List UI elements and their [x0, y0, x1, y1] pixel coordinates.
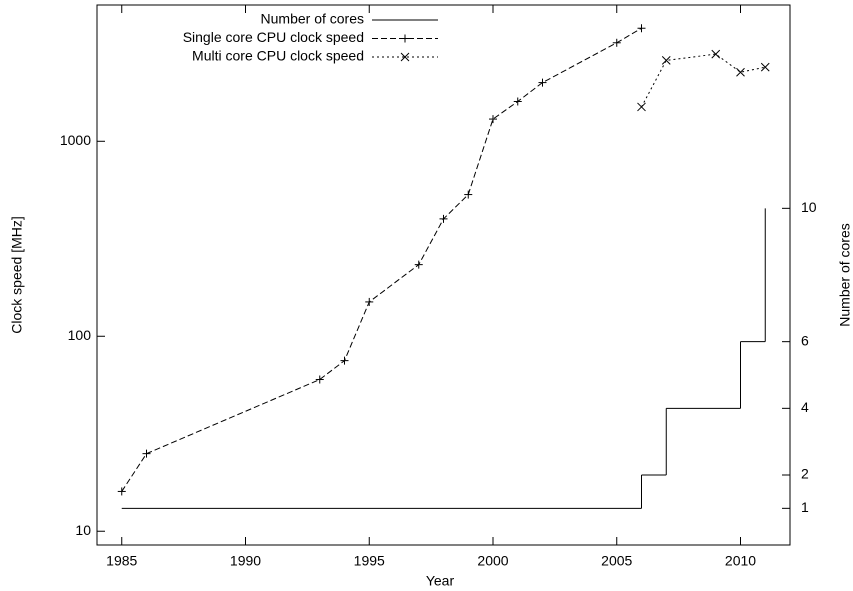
y2-tick-label: 6 [801, 332, 809, 348]
point [612, 38, 621, 47]
y-tick-label: 10 [75, 522, 91, 538]
point [538, 78, 547, 87]
y-axis-label: Clock speed [MHz] [9, 216, 25, 333]
legend-marker [401, 34, 409, 43]
marker-stroke [711, 49, 721, 59]
x-tick-label: 1985 [106, 553, 137, 569]
x-tick-label: 2000 [477, 553, 508, 569]
series-line [641, 53, 766, 108]
point [414, 260, 423, 269]
series-line [121, 27, 642, 492]
point [117, 487, 126, 496]
y2-tick-label: 1 [801, 499, 809, 515]
legend-marker [400, 52, 410, 62]
x-tick-label: 2010 [725, 553, 756, 569]
marker-stroke [736, 67, 745, 77]
point [513, 97, 522, 106]
legend-label: Number of cores [261, 11, 364, 27]
point [637, 102, 646, 112]
marker-stroke [760, 62, 770, 72]
legend-label: Multi core CPU clock speed [192, 48, 364, 64]
point [760, 62, 770, 72]
point [711, 49, 721, 59]
legend-label: Single core CPU clock speed [183, 29, 364, 45]
y2-tick-label: 10 [801, 199, 817, 215]
point [365, 297, 374, 306]
point [439, 214, 448, 223]
marker-stroke [661, 56, 671, 65]
y-tick-label: 100 [68, 327, 92, 343]
y2-tick-label: 2 [801, 466, 809, 482]
x-tick-label: 1995 [354, 553, 385, 569]
point [637, 24, 646, 33]
y2-axis-label: Number of cores [837, 223, 853, 326]
x-tick-label: 1990 [230, 553, 261, 569]
point [661, 56, 671, 65]
x-axis-label: Year [426, 573, 455, 589]
plot-frame [96, 4, 791, 546]
marker-stroke [400, 52, 410, 62]
marker-stroke [637, 102, 646, 112]
point [464, 190, 473, 199]
x-tick-label: 2005 [601, 553, 632, 569]
y2-tick-label: 4 [801, 399, 809, 415]
point [315, 375, 324, 384]
point [340, 356, 349, 365]
point [142, 449, 151, 458]
point [489, 115, 497, 124]
point [736, 67, 745, 77]
y-tick-label: 1000 [60, 132, 91, 148]
